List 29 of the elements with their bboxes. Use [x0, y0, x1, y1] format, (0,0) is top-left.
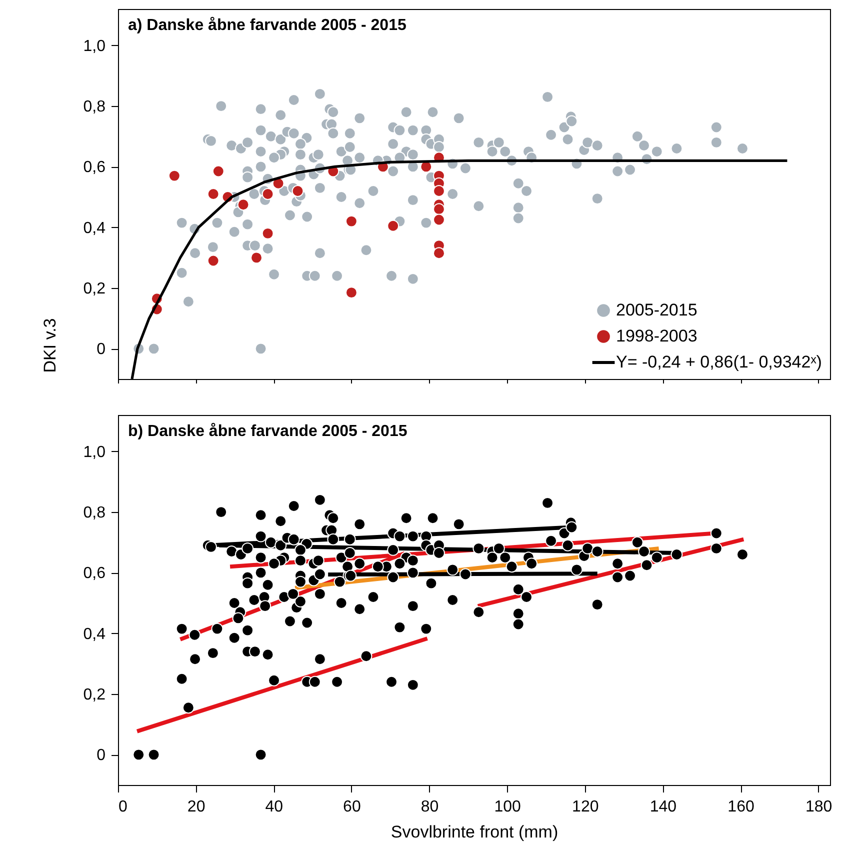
legend-label: 1998-2003	[616, 326, 698, 346]
legend-label: 2005-2015	[616, 300, 698, 320]
x-tick-label: 0	[118, 798, 128, 816]
x-tick-label: 60	[343, 798, 361, 816]
y-tick-label: 0,6	[83, 565, 106, 582]
text: a) Danske åbne farvande 2005 - 2015	[128, 16, 406, 34]
y-tick-label: 0	[96, 341, 106, 358]
x-axis-title: Svovlbrinte front (mm)	[390, 822, 558, 842]
y-tick-label: 1,0	[83, 444, 106, 461]
y-tick-label: 0,8	[83, 504, 106, 522]
x-tick-label: 140	[650, 798, 677, 816]
x-tick-label: 80	[420, 798, 439, 816]
y-axis-title: DKI v.3	[40, 318, 60, 373]
y-tick-label: 0,6	[83, 159, 106, 176]
y-tick-label: 0	[96, 747, 106, 764]
x-tick-label: 100	[494, 798, 522, 816]
y-tick-label: 0,8	[83, 98, 106, 116]
y-tick-label: 0,2	[83, 686, 106, 704]
y-tick-label: 1,0	[83, 38, 106, 55]
y-tick-label: 0,4	[83, 220, 106, 237]
legend-label: Y= -0,24 + 0,86(1- 0,9342ˣ)	[616, 352, 822, 372]
y-tick-label: 0,2	[83, 280, 106, 298]
text: b) Danske åbne farvande 2005 - 2015	[128, 422, 408, 440]
x-tick-label: 40	[265, 798, 284, 816]
x-tick-label: 20	[187, 798, 206, 816]
y-tick-label: 0,4	[83, 626, 106, 643]
x-tick-label: 160	[728, 798, 754, 816]
x-tick-label: 180	[805, 798, 832, 816]
x-tick-label: 120	[572, 798, 599, 816]
